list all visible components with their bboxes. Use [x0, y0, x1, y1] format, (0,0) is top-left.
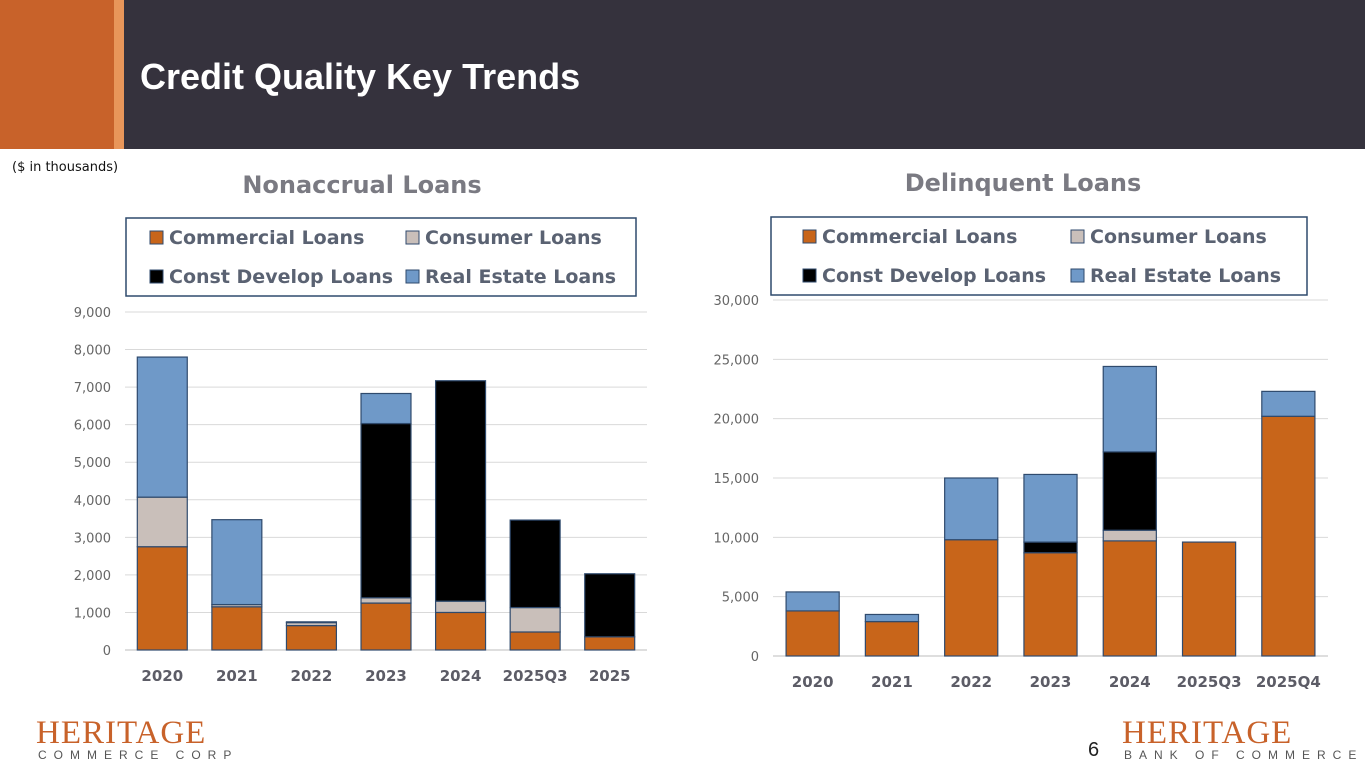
bar-const-develop-loans-2023	[360, 422, 412, 599]
y-tick-label: 30,000	[714, 294, 760, 309]
bar-real-estate-loans-2021	[211, 519, 263, 606]
x-tick-label: 2020	[141, 667, 183, 685]
bar-consumer-loans-2025q3	[509, 606, 561, 633]
y-tick-label: 4,000	[74, 494, 111, 509]
y-tick-label: 9,000	[74, 306, 111, 321]
x-tick-label: 2023	[365, 667, 407, 685]
legend-label-consumer-loans: Consumer Loans	[425, 227, 602, 249]
nonaccrual-loans-chart: Nonaccrual Loans Commercial Loans Consumer…	[74, 171, 647, 685]
bar-commercial-loans-2020	[785, 610, 840, 657]
legend-label-const-develop-loans: Const Develop Loans	[822, 265, 1046, 287]
bar-commercial-loans-2024	[434, 611, 487, 651]
bar-const-develop-loans-2025	[584, 573, 636, 638]
header-bar	[0, 0, 1365, 149]
y-tick-label: 8,000	[74, 344, 111, 359]
x-tick-label: 2021	[216, 667, 258, 685]
x-tick-label: 2022	[291, 667, 333, 685]
legend-label-real-estate-loans: Real Estate Loans	[425, 266, 616, 288]
y-tick-label: 3,000	[74, 531, 111, 546]
bar-commercial-loans-2025q3	[1181, 541, 1237, 657]
logo-left-heritage: HERITAGE	[36, 715, 207, 751]
legend-swatch-const-develop-loans	[802, 268, 817, 283]
slide-title: Credit Quality Key Trends	[140, 56, 581, 97]
x-tick-label: 2024	[440, 667, 482, 685]
bar-const-develop-loans-2024	[434, 380, 487, 602]
bar-commercial-loans-2020	[136, 546, 188, 651]
y-tick-label: 1,000	[74, 606, 111, 621]
bar-const-develop-loans-2025q3	[509, 519, 561, 609]
x-tick-label: 2020	[792, 673, 834, 691]
legend-label-commercial-loans: Commercial Loans	[822, 226, 1017, 248]
y-tick-label: 2,000	[74, 569, 111, 584]
x-tick-label: 2025Q3	[1177, 673, 1242, 691]
chart-title: Delinquent Loans	[905, 169, 1142, 197]
legend-swatch-real-estate-loans	[405, 269, 420, 284]
x-tick-label: 2024	[1109, 673, 1151, 691]
bar-commercial-loans-2024	[1102, 540, 1157, 657]
legend-label-commercial-loans: Commercial Loans	[169, 227, 364, 249]
bar-commercial-loans-2022	[944, 539, 999, 657]
bar-const-develop-loans-2024	[1102, 451, 1157, 531]
legend-swatch-real-estate-loans	[1070, 268, 1085, 283]
y-tick-label: 0	[751, 650, 759, 665]
x-tick-label: 2025	[589, 667, 631, 685]
y-tick-label: 20,000	[714, 413, 760, 428]
y-tick-label: 5,000	[74, 456, 111, 471]
bar-commercial-loans-2021	[211, 606, 263, 651]
units-note: ($ in thousands)	[12, 160, 119, 175]
x-tick-label: 2025Q3	[503, 667, 568, 685]
bar-commercial-loans-2025q4	[1261, 415, 1316, 657]
logo-right-subtitle: BANK OF COMMERCE	[1124, 748, 1364, 762]
y-tick-label: 0	[103, 644, 111, 659]
y-tick-label: 6,000	[74, 419, 111, 434]
x-tick-label: 2022	[950, 673, 992, 691]
bar-real-estate-loans-2023	[360, 392, 412, 425]
bar-commercial-loans-2023	[1023, 552, 1078, 657]
legend-swatch-commercial-loans	[802, 229, 817, 244]
bar-real-estate-loans-2025q4	[1261, 390, 1316, 417]
x-tick-label: 2025Q4	[1256, 673, 1321, 691]
legend-swatch-const-develop-loans	[149, 269, 164, 284]
y-tick-label: 15,000	[714, 472, 760, 487]
y-tick-label: 10,000	[714, 531, 760, 546]
y-tick-label: 5,000	[722, 591, 759, 606]
x-tick-label: 2023	[1030, 673, 1072, 691]
header-accent-block	[0, 0, 114, 149]
bar-const-develop-loans-2023	[1023, 541, 1078, 554]
logo-right-heritage: HERITAGE	[1122, 715, 1293, 751]
legend-swatch-consumer-loans	[405, 230, 420, 245]
bar-real-estate-loans-2022	[285, 621, 338, 624]
legend-box	[125, 217, 637, 297]
bar-commercial-loans-2022	[285, 624, 338, 651]
bar-real-estate-loans-2020	[785, 591, 840, 612]
chart-title: Nonaccrual Loans	[242, 171, 481, 199]
y-tick-label: 25,000	[714, 353, 760, 368]
bar-real-estate-loans-2020	[136, 356, 188, 498]
bar-real-estate-loans-2023	[1023, 473, 1078, 543]
header-accent-stripe	[114, 0, 124, 149]
legend-swatch-consumer-loans	[1070, 229, 1085, 244]
logo-left-subtitle: COMMERCE CORP	[38, 748, 239, 762]
bar-real-estate-loans-2024	[1102, 365, 1157, 453]
legend-label-consumer-loans: Consumer Loans	[1090, 226, 1267, 248]
legend-swatch-commercial-loans	[149, 230, 164, 245]
legend-label-const-develop-loans: Const Develop Loans	[169, 266, 393, 288]
legend-label-real-estate-loans: Real Estate Loans	[1090, 265, 1281, 287]
delinquent-loans-chart: Delinquent Loans Commercial Loans Consumer…	[714, 169, 1328, 691]
bar-consumer-loans-2024	[1102, 529, 1157, 542]
legend-box	[770, 216, 1308, 296]
bar-consumer-loans-2020	[136, 496, 188, 548]
bar-real-estate-loans-2021	[864, 613, 920, 623]
x-tick-label: 2021	[871, 673, 913, 691]
y-tick-label: 7,000	[74, 381, 111, 396]
page-number: 6	[1088, 739, 1100, 761]
bar-commercial-loans-2021	[864, 620, 920, 657]
bar-real-estate-loans-2022	[944, 477, 999, 541]
